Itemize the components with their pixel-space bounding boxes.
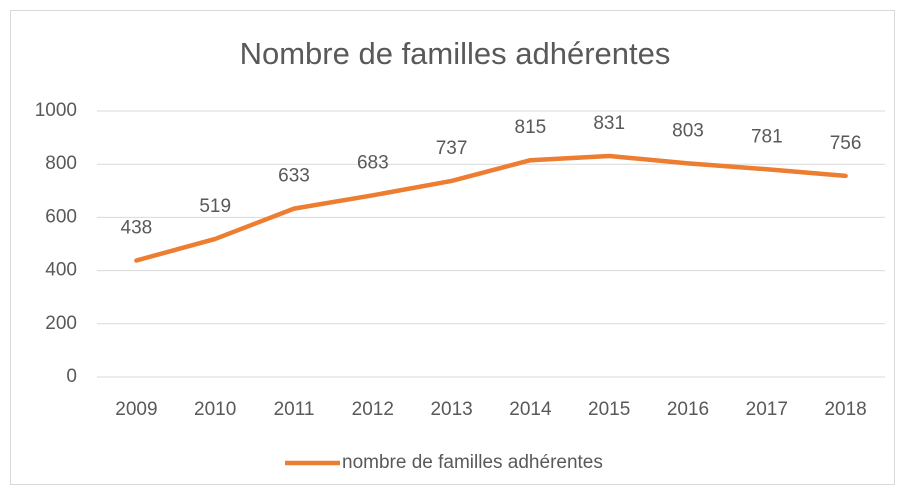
x-tick-label: 2010 [194,399,236,420]
y-tick-label: 200 [45,313,77,334]
x-tick-label: 2014 [509,399,552,420]
data-label: 438 [121,218,153,239]
y-tick-label: 0 [66,366,77,387]
x-tick-label: 2016 [667,399,709,420]
y-tick-label: 1000 [35,100,77,121]
data-label: 519 [199,196,231,217]
chart-title: Nombre de familles adhérentes [240,36,671,71]
x-tick-label: 2011 [274,399,315,420]
data-label: 803 [672,120,704,141]
y-tick-label: 400 [45,260,77,281]
x-tick-label: 2013 [430,399,472,420]
data-label: 781 [751,126,783,147]
data-label: 815 [515,117,547,138]
x-tick-label: 2018 [824,399,866,420]
y-tick-label: 600 [45,206,77,227]
x-tick-label: 2012 [352,399,394,420]
chart-frame [10,10,895,485]
x-tick-label: 2009 [115,399,157,420]
y-tick-label: 800 [45,153,77,174]
x-tick-label: 2017 [746,399,788,420]
data-label: 683 [357,152,389,173]
data-label: 756 [830,133,862,154]
data-label: 737 [436,138,468,159]
x-tick-label: 2015 [588,399,630,420]
legend-label: nombre de familles adhérentes [342,452,603,473]
data-label: 831 [593,113,625,134]
line-series [134,153,848,263]
data-label: 633 [278,166,310,187]
